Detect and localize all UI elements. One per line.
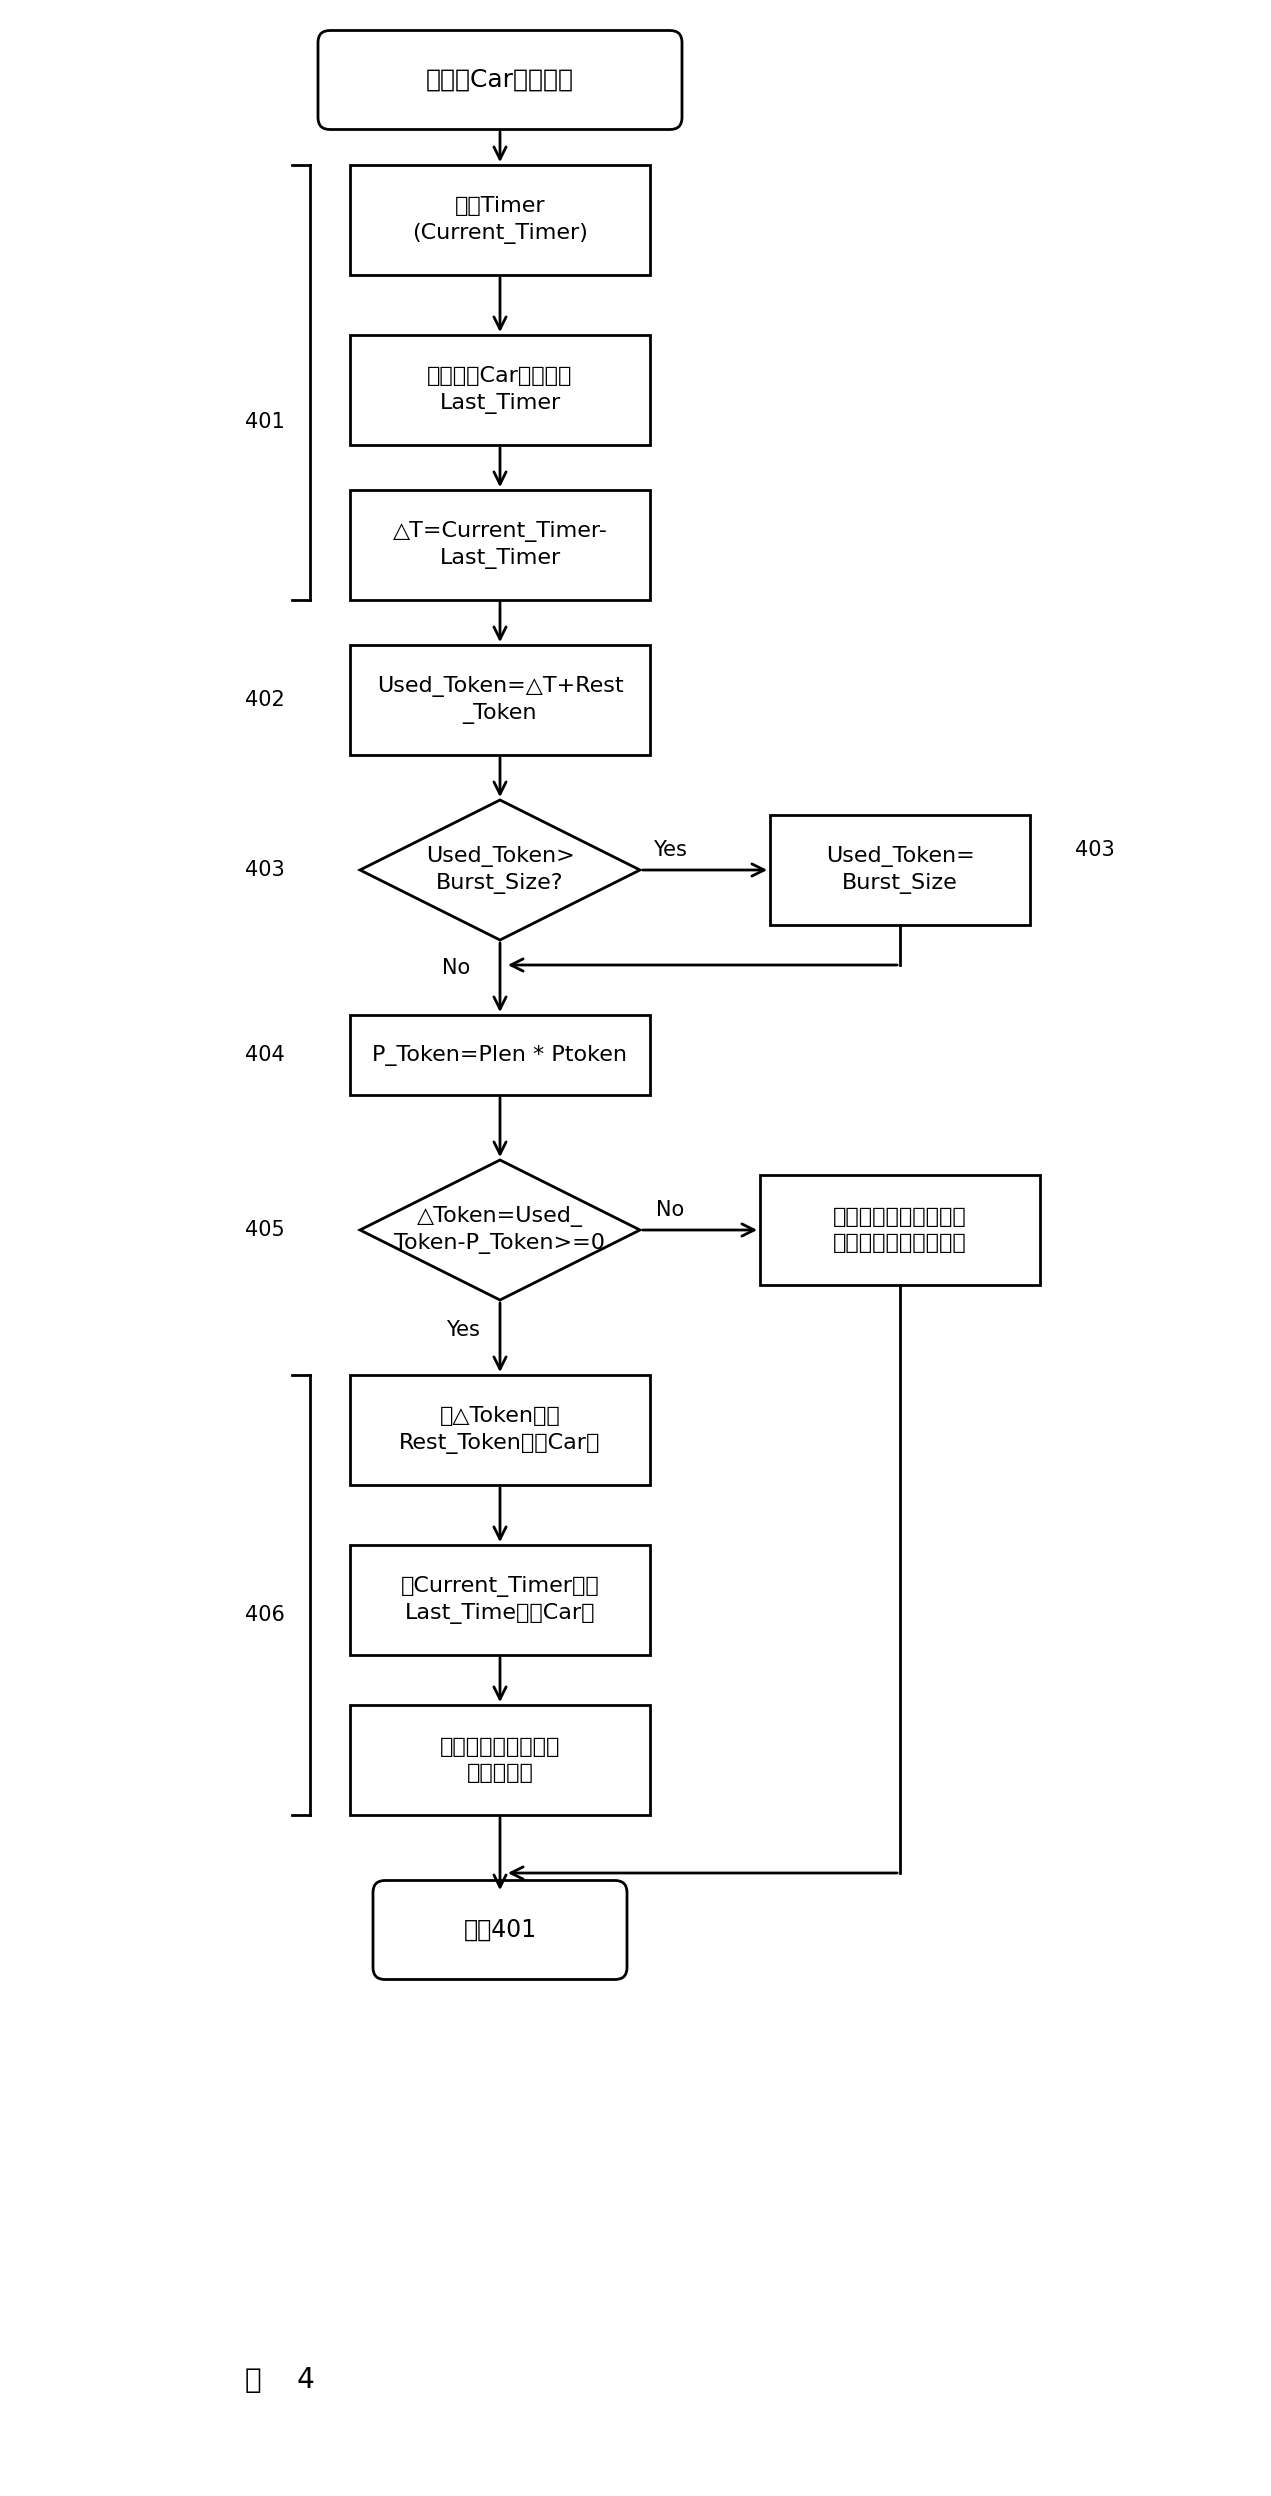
Bar	[350, 165, 649, 275]
Text: 401: 401	[245, 412, 285, 432]
FancyBboxPatch shape	[318, 30, 683, 130]
Text: No: No	[442, 958, 470, 978]
Bar	[350, 1545, 649, 1655]
Text: 403: 403	[245, 861, 285, 881]
Bar	[350, 334, 649, 444]
Text: 报文前面加上基本带
宽标记转发: 报文前面加上基本带 宽标记转发	[440, 1737, 561, 1782]
Bar	[350, 1375, 649, 1485]
Text: 406: 406	[245, 1605, 285, 1625]
Text: 404: 404	[245, 1046, 285, 1066]
Text: Yes: Yes	[653, 841, 686, 861]
Text: 图    4: 图 4	[245, 2366, 315, 2394]
Text: No: No	[656, 1201, 684, 1221]
Bar	[350, 644, 649, 754]
Bar	[350, 489, 649, 599]
Text: 读取Timer
(Current_Timer): 读取Timer (Current_Timer)	[412, 197, 588, 245]
Text: 将△Token作为
Rest_Token存入Car表: 将△Token作为 Rest_Token存入Car表	[399, 1405, 601, 1453]
Bar	[770, 816, 1030, 926]
Bar	[760, 1176, 1040, 1285]
Text: △T=Current_Timer-
Last_Timer: △T=Current_Timer- Last_Timer	[393, 522, 608, 569]
Bar	[350, 1016, 649, 1096]
Text: Yes: Yes	[446, 1320, 480, 1340]
Text: P_Token=Plen * Ptoken: P_Token=Plen * Ptoken	[372, 1043, 628, 1066]
Text: Used_Token=△T+Rest
_Token: Used_Token=△T+Rest _Token	[376, 676, 623, 724]
Text: Used_Token=
Burst_Size: Used_Token= Burst_Size	[826, 846, 975, 894]
Polygon shape	[360, 801, 641, 941]
Text: Used_Token>
Burst_Size?: Used_Token> Burst_Size?	[426, 846, 574, 894]
Text: 返回401: 返回401	[464, 1917, 536, 1942]
Text: 令牌数不够，报文前面
加上额外带宽标记转发: 令牌数不够，报文前面 加上额外带宽标记转发	[833, 1206, 967, 1253]
Text: 从入端口Car表中读取
Last_Timer: 从入端口Car表中读取 Last_Timer	[427, 367, 573, 414]
Bar	[350, 1705, 649, 1815]
Text: 将Current_Timer作为
Last_Time存入Car表: 将Current_Timer作为 Last_Time存入Car表	[400, 1575, 600, 1625]
Polygon shape	[360, 1161, 641, 1300]
Text: 405: 405	[245, 1221, 285, 1241]
Text: 403: 403	[1075, 841, 1115, 861]
FancyBboxPatch shape	[372, 1879, 627, 1979]
Text: △Token=Used_
Token-P_Token>=0: △Token=Used_ Token-P_Token>=0	[394, 1206, 605, 1253]
Text: 入端口Car处理流程: 入端口Car处理流程	[426, 67, 574, 92]
Text: 402: 402	[245, 689, 285, 709]
